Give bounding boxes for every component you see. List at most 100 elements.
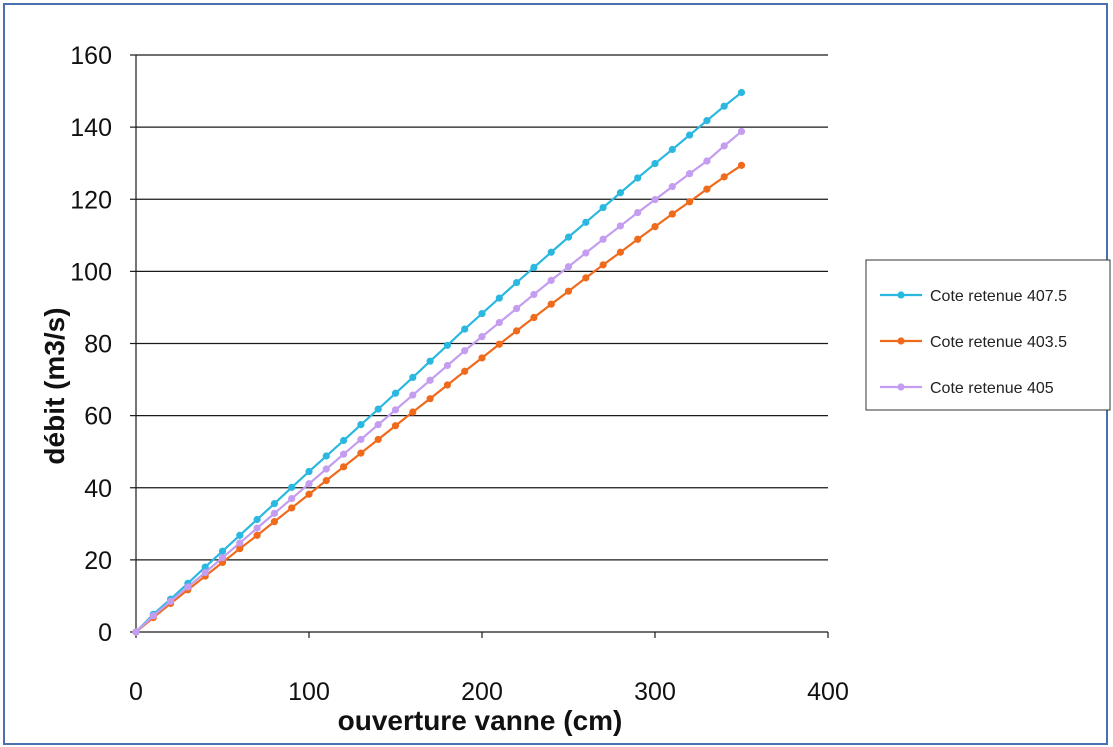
x-tick-labels: 0 100 200 300 400 (129, 678, 849, 706)
data-point (634, 174, 642, 182)
data-point (737, 127, 746, 136)
data-point (167, 597, 175, 605)
data-point (495, 294, 503, 302)
data-point (236, 539, 244, 547)
data-point (305, 480, 313, 488)
data-point (340, 450, 348, 458)
data-point (132, 628, 140, 636)
data-point (616, 189, 625, 197)
data-point (236, 531, 244, 539)
data-point (322, 452, 330, 460)
data-point (599, 203, 607, 212)
data-point (599, 261, 607, 269)
data-point (616, 222, 625, 230)
data-point (409, 391, 417, 399)
x-tick-label: 200 (461, 678, 503, 706)
y-tick-label: 160 (70, 42, 112, 70)
data-point (720, 102, 728, 110)
data-point (357, 449, 365, 457)
x-axis-title: ouverture vanne (cm) (338, 705, 623, 736)
data-point (668, 183, 676, 191)
data-point (495, 340, 503, 348)
x-tick-label: 300 (634, 678, 676, 706)
data-point (513, 278, 521, 287)
data-point (530, 313, 538, 322)
data-point (409, 408, 417, 416)
data-point (322, 465, 330, 473)
data-point (253, 515, 261, 524)
data-point (599, 235, 607, 243)
axes (130, 54, 829, 638)
data-point (547, 300, 555, 308)
data-point (582, 249, 590, 257)
data-point (547, 248, 555, 256)
data-point (201, 568, 209, 577)
data-point (253, 531, 261, 539)
legend-swatch-marker (897, 383, 905, 391)
data-point (357, 421, 365, 429)
data-point (616, 248, 625, 256)
legend-item: Cote retenue 403.5 (880, 334, 1067, 351)
x-tick-label: 100 (288, 678, 330, 706)
data-point (391, 389, 400, 397)
y-tick-label: 0 (98, 619, 112, 647)
data-point (426, 395, 434, 403)
y-tick-labels: 0 20 40 60 80 100 120 140 160 (70, 42, 112, 647)
y-tick-label: 80 (84, 331, 112, 359)
data-point (703, 117, 711, 125)
legend-item: Cote retenue 407.5 (880, 288, 1067, 305)
data-point (703, 157, 711, 165)
data-point (513, 304, 521, 313)
data-point (218, 554, 227, 562)
data-point (668, 145, 676, 154)
data-point (391, 422, 400, 430)
data-point (737, 161, 746, 169)
data-point (443, 361, 451, 370)
data-point (236, 545, 244, 553)
data-point (564, 287, 573, 295)
data-point (461, 347, 469, 355)
series-line (135, 164, 743, 633)
series-group (132, 88, 746, 636)
data-point (513, 327, 521, 335)
data-point (374, 435, 382, 444)
data-point (478, 354, 486, 362)
data-point (201, 563, 209, 571)
legend-swatch-marker (897, 337, 905, 345)
data-point (686, 198, 694, 206)
legend-label: Cote retenue 405 (930, 380, 1054, 397)
data-point (478, 333, 486, 341)
data-point (530, 290, 538, 299)
data-point (374, 421, 382, 429)
y-tick-label: 40 (84, 475, 112, 503)
legend-box (865, 259, 1111, 411)
data-point (443, 341, 451, 349)
data-point (288, 483, 296, 491)
data-point (720, 142, 728, 150)
series-1 (132, 88, 746, 636)
data-point (530, 263, 538, 272)
data-point (426, 357, 434, 365)
series-line (135, 130, 743, 633)
data-point (288, 504, 296, 512)
data-point (218, 547, 227, 555)
data-point (634, 235, 642, 243)
data-point (686, 131, 694, 139)
legend-label: Cote retenue 407.5 (930, 288, 1067, 305)
gridlines (136, 54, 828, 561)
y-tick-label: 100 (70, 258, 112, 286)
data-point (547, 276, 555, 284)
data-point (149, 612, 157, 620)
series-line (135, 91, 743, 633)
x-tick-label: 400 (807, 678, 849, 706)
data-point (443, 381, 451, 389)
data-point (564, 263, 573, 271)
y-tick-label: 120 (70, 186, 112, 214)
data-point (461, 325, 469, 333)
data-point (720, 173, 728, 181)
y-tick-label: 60 (84, 403, 112, 431)
data-point (582, 218, 590, 226)
data-point (270, 518, 278, 526)
data-point (305, 467, 313, 476)
